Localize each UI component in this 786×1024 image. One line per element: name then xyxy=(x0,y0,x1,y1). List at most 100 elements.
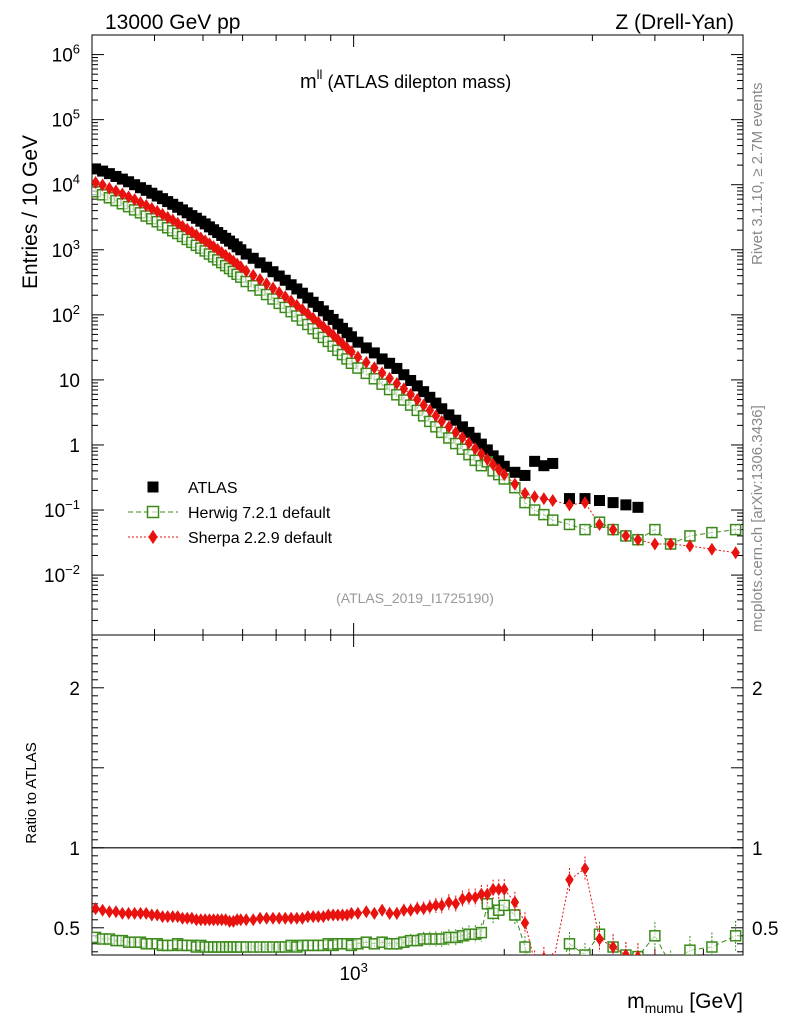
data-point xyxy=(593,495,605,507)
data-point xyxy=(352,336,364,348)
ratio-point xyxy=(236,913,246,927)
data-point xyxy=(274,286,284,300)
ratio-point xyxy=(124,906,133,920)
data-point xyxy=(529,455,541,467)
data-point xyxy=(607,497,619,509)
data-point xyxy=(632,501,644,513)
y-tick-label: 106 xyxy=(52,42,80,67)
y-tick-label-base: 10 xyxy=(44,501,65,522)
data-point xyxy=(370,361,379,375)
data-point xyxy=(595,517,604,531)
ratio-point xyxy=(347,906,356,920)
ratio-point xyxy=(200,913,210,927)
ratio-point xyxy=(92,902,100,916)
rivet-info: Rivet 3.1.10, ≥ 2.7M events xyxy=(749,83,766,266)
ratio-point xyxy=(178,911,187,925)
header-right: Z (Drell-Yan) xyxy=(615,11,734,34)
ratio-point xyxy=(483,887,492,901)
data-point xyxy=(273,270,285,282)
data-point xyxy=(538,460,550,472)
y-tick-label: 102 xyxy=(52,302,80,327)
ratio-point xyxy=(684,944,696,955)
data-point xyxy=(360,342,372,354)
data-point xyxy=(483,452,492,466)
ratio-point xyxy=(241,913,251,927)
ratio-point xyxy=(549,958,558,971)
ratio-point xyxy=(192,913,201,927)
ratio-point xyxy=(595,932,604,946)
data-point xyxy=(362,355,371,369)
ratio-tick-label-right: 1 xyxy=(752,839,763,860)
ratio-point xyxy=(399,903,409,917)
ratio-point xyxy=(621,948,631,955)
x-axis-label-unit: [GeV] xyxy=(683,990,743,1013)
data-point xyxy=(509,466,521,478)
data-point xyxy=(707,542,717,556)
ratio-tick-label-right: 0.5 xyxy=(752,919,778,940)
data-point xyxy=(579,523,591,536)
ratio-point xyxy=(509,909,521,921)
y-tick-label-exp: 4 xyxy=(73,172,80,187)
ratio-point xyxy=(498,899,511,912)
data-point xyxy=(285,279,297,291)
data-point xyxy=(353,350,363,364)
ratio-point xyxy=(182,911,192,925)
data-point xyxy=(493,455,505,467)
data-point xyxy=(666,537,675,551)
data-point xyxy=(494,462,504,476)
ratio-tick-label-right: 2 xyxy=(752,679,763,700)
data-point xyxy=(261,261,273,273)
ratio-point xyxy=(370,906,379,920)
ratio-tick-label-left: 1 xyxy=(69,839,80,860)
data-point xyxy=(463,426,475,438)
data-point xyxy=(392,377,402,391)
ratio-point xyxy=(731,969,740,982)
ratio-point xyxy=(298,911,307,925)
ratio-point xyxy=(425,900,435,914)
ratio-point xyxy=(706,941,718,953)
ratio-point xyxy=(563,938,576,950)
plot-title: mll (ATLAS dilepton mass) xyxy=(300,67,511,93)
data-point xyxy=(240,248,252,260)
y-tick-label-exp: 5 xyxy=(73,107,80,122)
y-tick-label: 1 xyxy=(69,436,80,457)
data-point xyxy=(621,529,631,543)
y-tick-label-exp: −1 xyxy=(65,497,80,512)
ratio-point xyxy=(488,882,498,896)
ratio-point xyxy=(136,906,145,920)
data-point xyxy=(498,460,510,472)
data-point xyxy=(580,496,590,510)
y-tick-label: 10 xyxy=(59,371,80,392)
ratio-point xyxy=(666,960,676,970)
data-point xyxy=(477,447,486,461)
ratio-point xyxy=(303,910,313,924)
data-point xyxy=(608,523,618,537)
data-point xyxy=(254,257,266,269)
data-point xyxy=(530,490,539,504)
ratio-point xyxy=(520,916,530,930)
y-tick-label: 10−2 xyxy=(44,562,80,587)
data-point xyxy=(391,362,403,374)
analysis-id: (ATLAS_2019_I1725190) xyxy=(336,590,494,606)
data-point xyxy=(458,431,467,445)
data-point xyxy=(116,173,128,185)
ratio-plot-area xyxy=(92,856,742,982)
data-point xyxy=(247,252,259,264)
data-point xyxy=(384,357,396,369)
y-tick-label-base: 10 xyxy=(44,566,65,587)
ratio-point xyxy=(494,882,504,896)
data-point xyxy=(539,492,549,506)
ratio-point xyxy=(451,897,461,911)
data-point xyxy=(129,179,141,191)
ratio-point xyxy=(141,906,151,920)
data-point xyxy=(450,414,462,426)
legend-label: ATLAS xyxy=(188,480,238,497)
data-point xyxy=(464,436,474,450)
ratio-point xyxy=(262,911,271,925)
ratio-line xyxy=(95,867,630,955)
y-tick-label-exp: 2 xyxy=(73,302,80,317)
data-point xyxy=(279,274,291,286)
ratio-point xyxy=(362,905,371,919)
legend-marker xyxy=(147,481,159,493)
data-point xyxy=(262,277,271,291)
